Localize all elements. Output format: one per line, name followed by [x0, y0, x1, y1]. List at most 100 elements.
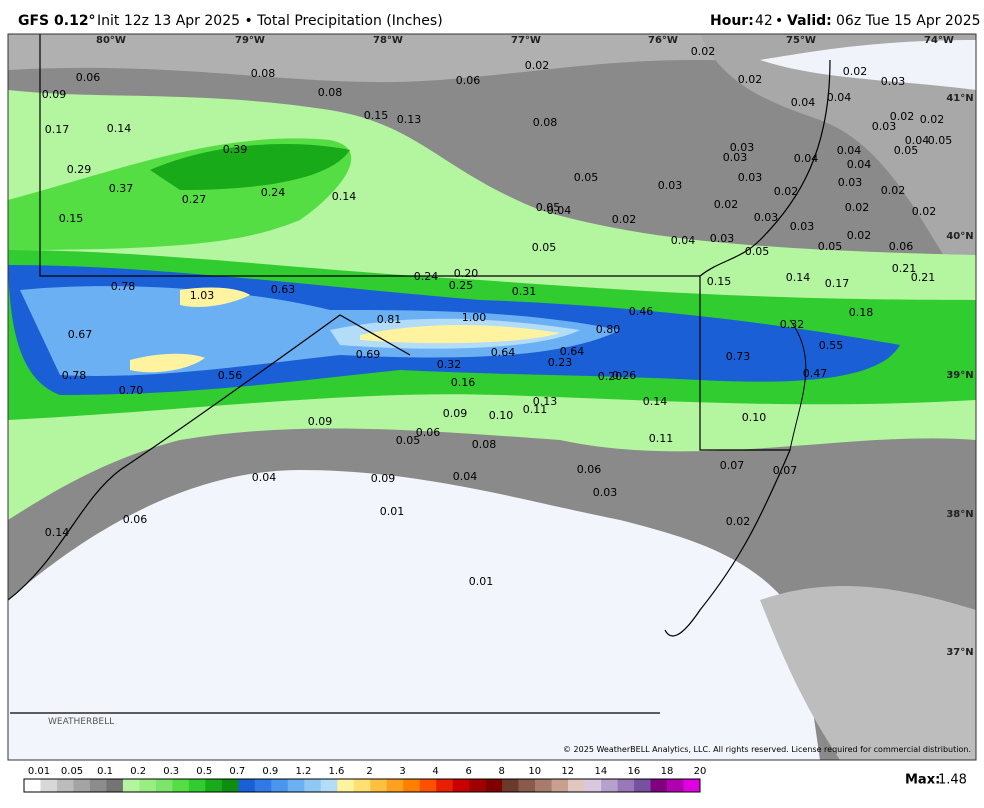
colorbar-swatch — [617, 779, 635, 792]
precip-value-label: 0.14 — [643, 395, 668, 408]
longitude-label: 76°W — [648, 35, 678, 46]
precip-value-label: 0.02 — [847, 229, 872, 242]
colorbar-label: 16 — [628, 766, 641, 777]
colorbar-swatch — [320, 779, 338, 792]
precip-value-label: 0.08 — [318, 86, 343, 99]
precip-value-label: 0.17 — [45, 123, 70, 136]
precip-value-label: 0.14 — [786, 271, 811, 284]
colorbar-swatch — [683, 779, 701, 792]
precip-value-label: 0.05 — [574, 171, 599, 184]
colorbar-label: 2 — [366, 766, 372, 777]
colorbar-label: 0.5 — [196, 766, 212, 777]
valid-value: 06z Tue 15 Apr 2025 — [836, 13, 981, 29]
colorbar-swatch — [40, 779, 58, 792]
precip-value-label: 0.02 — [912, 205, 937, 218]
colorbar-label: 1.6 — [328, 766, 344, 777]
colorbar-label: 18 — [661, 766, 674, 777]
precip-value-label: 0.04 — [794, 152, 819, 165]
precip-value-label: 0.04 — [252, 471, 277, 484]
colorbar-swatch — [337, 779, 355, 792]
precip-value-label: 0.67 — [68, 328, 93, 341]
precip-value-label: 0.08 — [472, 438, 497, 451]
precip-value-label: 0.73 — [726, 350, 751, 363]
precip-value-label: 0.09 — [443, 407, 468, 420]
colorbar-label: 0.7 — [229, 766, 245, 777]
precip-value-label: 0.15 — [59, 212, 84, 225]
colorbar-swatch — [436, 779, 453, 792]
precip-value-label: 0.02 — [920, 113, 945, 126]
latitude-label: 38°N — [946, 509, 973, 520]
colorbar-swatch — [271, 779, 289, 792]
colorbar-swatch — [634, 779, 651, 792]
precip-value-label: 0.03 — [754, 211, 779, 224]
precip-value-label: 0.06 — [577, 463, 602, 476]
colorbar-swatch — [238, 779, 256, 792]
colorbar-swatch — [155, 779, 173, 792]
colorbar-swatch — [485, 779, 503, 792]
colorbar-label: 8 — [499, 766, 505, 777]
precip-value-label: 0.01 — [380, 505, 405, 518]
precip-value-label: 0.14 — [45, 526, 70, 539]
precip-value-label: 0.15 — [707, 275, 732, 288]
precip-value-label: 0.04 — [791, 96, 816, 109]
precip-value-label: 0.08 — [251, 67, 276, 80]
precip-value-label: 0.05 — [928, 134, 953, 147]
longitude-label: 77°W — [511, 35, 541, 46]
precip-value-label: 0.06 — [123, 513, 148, 526]
precip-value-label: 0.04 — [905, 134, 930, 147]
precip-value-label: 0.05 — [396, 434, 421, 447]
precip-value-label: 0.24 — [261, 186, 286, 199]
precip-value-label: 0.14 — [332, 190, 357, 203]
colorbar-swatch — [188, 779, 206, 792]
precip-value-label: 0.02 — [738, 73, 763, 86]
precip-value-label: 0.04 — [453, 470, 478, 483]
colorbar-swatch — [205, 779, 223, 792]
longitude-label: 79°W — [235, 35, 265, 46]
precip-value-label: 0.47 — [803, 367, 828, 380]
precip-value-label: 0.03 — [838, 176, 863, 189]
model-name: GFS 0.12° — [18, 13, 96, 29]
precip-value-label: 0.20 — [598, 370, 623, 383]
latitude-label: 39°N — [946, 370, 973, 381]
colorbar-swatch — [419, 779, 437, 792]
precip-value-label: 0.37 — [109, 182, 134, 195]
max-value: 1.48 — [938, 773, 967, 788]
max-label: Max: — [905, 773, 940, 788]
colorbar-swatch — [601, 779, 618, 792]
precip-value-label: 0.05 — [536, 201, 561, 214]
precip-value-label: 0.81 — [377, 313, 402, 326]
copyright: © 2025 WeatherBELL Analytics, LLC. All r… — [563, 745, 971, 754]
precip-value-label: 0.07 — [773, 464, 798, 477]
precip-value-label: 0.02 — [843, 65, 868, 78]
colorbar-frame — [23, 778, 701, 793]
colorbar-swatch — [56, 779, 74, 792]
precip-value-label: 0.11 — [523, 403, 548, 416]
precip-value-label: 1.03 — [190, 289, 215, 302]
precip-value-label: 0.10 — [742, 411, 767, 424]
precip-value-label: 0.80 — [596, 323, 621, 336]
precip-value-label: 0.24 — [414, 270, 439, 283]
precip-value-label: 0.16 — [451, 376, 476, 389]
precip-value-label: 0.04 — [671, 234, 696, 247]
precip-value-label: 0.03 — [881, 75, 906, 88]
precip-value-label: 0.02 — [774, 185, 799, 198]
precip-value-label: 0.09 — [308, 415, 333, 428]
precip-value-label: 0.20 — [454, 267, 479, 280]
precip-value-label: 0.01 — [469, 575, 494, 588]
colorbar-label: 6 — [465, 766, 471, 777]
colorbar-swatch — [667, 779, 684, 792]
precip-value-label: 0.06 — [416, 426, 441, 439]
colorbar-swatch — [584, 779, 602, 792]
precip-value-label: 0.04 — [827, 91, 852, 104]
colorbar-label: 0.1 — [97, 766, 113, 777]
colorbar-label: 0.9 — [262, 766, 278, 777]
precip-value-label: 0.05 — [532, 241, 557, 254]
colorbar-swatch — [304, 779, 322, 792]
colorbar-swatch — [452, 779, 470, 792]
colorbar-swatch — [535, 779, 552, 792]
precip-value-label: 0.02 — [525, 59, 550, 72]
precip-value-label: 0.14 — [107, 122, 132, 135]
colorbar-label: 10 — [528, 766, 541, 777]
